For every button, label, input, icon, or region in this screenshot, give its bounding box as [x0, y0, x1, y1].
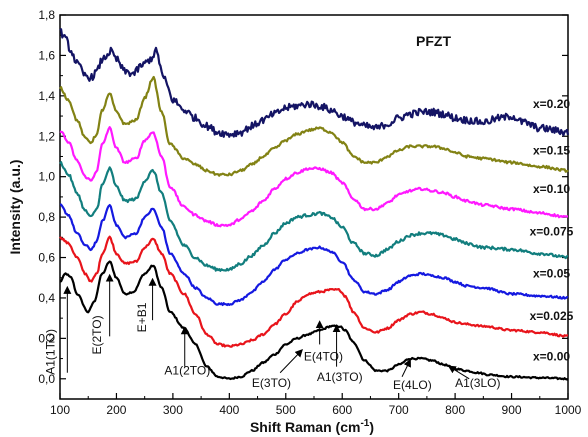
y-tick-label: 0,8: [38, 210, 55, 224]
annotation-label: E(4TO): [304, 350, 343, 364]
annotation-label: E(4LO): [393, 378, 432, 392]
y-tick-label: 0,4: [38, 291, 55, 305]
x-tick-label: 100: [50, 403, 70, 417]
series-label: x=0.05: [533, 267, 570, 281]
series-line: [60, 127, 568, 226]
x-tick-label: 200: [106, 403, 126, 417]
annotation-label: A1(1TO): [43, 329, 57, 375]
annotation-label: E+B1: [135, 302, 149, 332]
annotation-label: E(2TO): [90, 315, 104, 354]
series-line: [60, 29, 568, 137]
series-label: x=0.20: [533, 97, 570, 111]
series-label-group: x=0.00 x=0.025 x=0.05 x=0.075 x=0.10 x=0.15 x=…: [530, 97, 574, 364]
series-line: [60, 77, 568, 176]
x-tick-label: 500: [276, 403, 296, 417]
series-label: x=0.00: [533, 350, 570, 364]
y-tick-label: 1,4: [38, 89, 55, 103]
y-tick-label: 1,8: [38, 8, 55, 22]
series-line: [60, 162, 568, 271]
annotation-label: E(3TO): [252, 376, 291, 390]
x-tick-label: 900: [502, 403, 522, 417]
annotation-label: A1(2TO): [164, 364, 210, 378]
y-tick-label: 1,0: [38, 170, 55, 184]
x-tick-label: 700: [389, 403, 409, 417]
series-label: x=0.025: [530, 309, 574, 323]
y-tick-label: 1,6: [38, 48, 55, 62]
chart-title: PFZT: [416, 33, 451, 49]
series-label: x=0.15: [533, 143, 570, 157]
y-tick-label: 1,2: [38, 129, 55, 143]
x-tick-label: 400: [219, 403, 239, 417]
annotation-group: A1(1TO) E(2TO) E+B1 A1(2TO) E(3TO) E(4TO) A1(3…: [43, 276, 500, 392]
annotation-label: A1(3TO): [317, 370, 363, 384]
y-tick-label: 0,6: [38, 251, 55, 265]
annotation-arrow: [280, 350, 301, 372]
x-axis-title: Shift Raman (cm-1): [250, 418, 374, 435]
x-tick-label: 300: [163, 403, 183, 417]
x-axis-title-main: Shift Raman (cm: [250, 419, 360, 435]
annotation-label: A1(3LO): [455, 376, 500, 390]
x-tick-label: 600: [332, 403, 352, 417]
y-axis-title: Intensity (a.u.): [7, 160, 23, 255]
x-axis-title-close: ): [369, 419, 374, 435]
x-tick-label: 800: [445, 403, 465, 417]
x-tick-label: 1000: [555, 403, 582, 417]
series-label: x=0.10: [533, 182, 570, 196]
series-label: x=0.075: [530, 224, 574, 238]
